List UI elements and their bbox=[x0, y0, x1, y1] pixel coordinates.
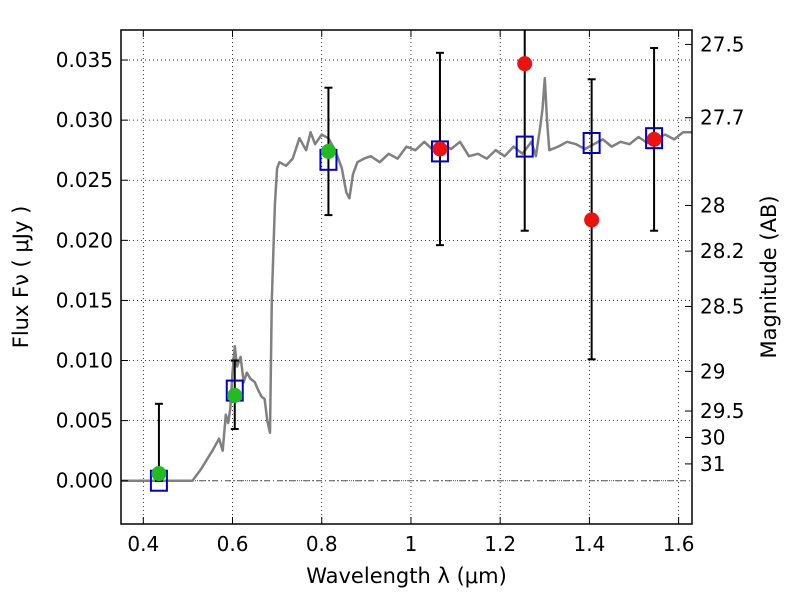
model-photometry-square bbox=[515, 135, 534, 158]
y-tick-label: 0.025 bbox=[56, 168, 113, 192]
x-tick-label: 1.2 bbox=[484, 532, 516, 556]
y-tick-label: 0.035 bbox=[56, 48, 113, 72]
x-tick-label: 1.4 bbox=[573, 532, 605, 556]
y2-tick-label: 29.5 bbox=[700, 399, 745, 423]
grid-lines bbox=[121, 30, 692, 524]
y2-tick-label: 31 bbox=[700, 452, 725, 476]
y2-tick-label: 29 bbox=[700, 359, 725, 383]
y2-tick-label: 28.5 bbox=[700, 294, 745, 318]
model-photometry-square bbox=[645, 127, 664, 150]
y2-tick-label: 28 bbox=[700, 193, 725, 217]
y-tick-label: 0.010 bbox=[56, 349, 113, 373]
model-photometry-square bbox=[582, 131, 601, 154]
x-tick-label: 0.6 bbox=[217, 532, 249, 556]
axis-ticks: 0.4 0.6 0.8 1 1.2 1.4 1.6 0.000 0.005 0.010 0.015 0… bbox=[56, 30, 745, 556]
y-tick-label: 0.015 bbox=[56, 288, 113, 312]
observed-flux-point bbox=[227, 387, 243, 403]
axes-frame bbox=[120, 29, 693, 525]
y-tick-label: 0.020 bbox=[56, 228, 113, 252]
y2-tick-label: 28.2 bbox=[700, 239, 745, 263]
observed-flux-point bbox=[151, 466, 167, 482]
x-tick-label: 0.4 bbox=[127, 532, 159, 556]
observed-flux-point bbox=[432, 141, 448, 157]
y-tick-label: 0.005 bbox=[56, 409, 113, 433]
observed-flux-point bbox=[646, 131, 662, 147]
observed-flux-point bbox=[320, 143, 336, 159]
model-photometry-square bbox=[430, 140, 449, 163]
y2-axis-label: Magnitude (AB) bbox=[757, 195, 781, 358]
y2-tick-label: 27.5 bbox=[700, 32, 745, 56]
y2-tick-label: 30 bbox=[700, 425, 725, 449]
x-axis-label: Wavelength λ (μm) bbox=[306, 564, 507, 588]
y-axis-label: Flux Fν ( μJy ) bbox=[9, 206, 33, 349]
x-tick-label: 0.8 bbox=[306, 532, 338, 556]
y-tick-label: 0.000 bbox=[56, 469, 113, 493]
model-spectrum-line bbox=[121, 76, 692, 482]
y-tick-label: 0.030 bbox=[56, 108, 113, 132]
x-tick-label: 1.6 bbox=[663, 532, 695, 556]
plot-area bbox=[121, 30, 692, 492]
observed-flux-point bbox=[517, 56, 533, 72]
y2-tick-label: 27.7 bbox=[700, 106, 745, 130]
observed-flux-point bbox=[584, 212, 600, 228]
x-tick-label: 1 bbox=[405, 532, 418, 556]
